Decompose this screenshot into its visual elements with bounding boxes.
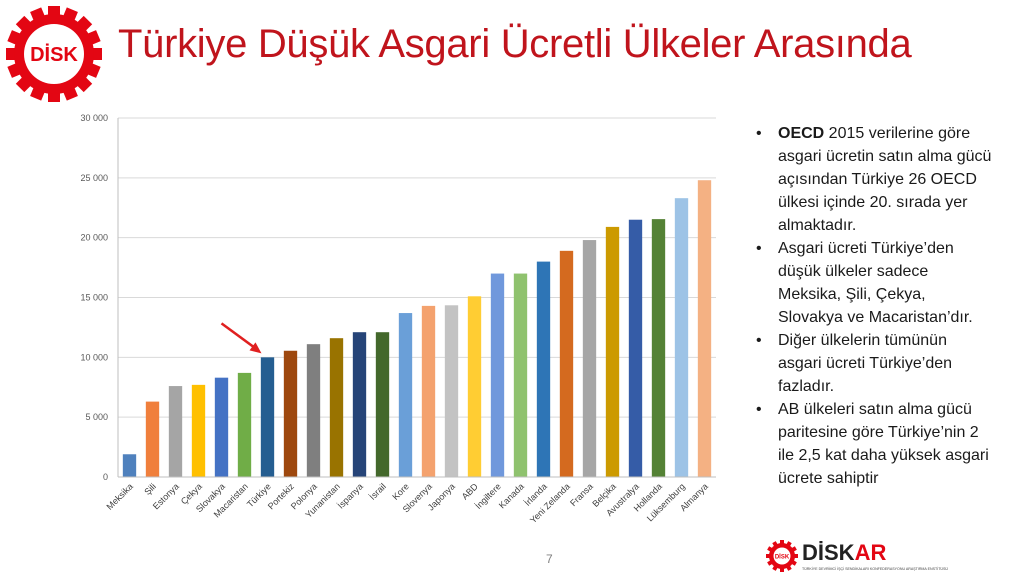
small-gear-tooth [766,554,771,558]
x-axis-tick-labels: Meksika ŞiliEstonyaÇekyaSlovakyaMacarista… [104,481,709,525]
y-tick-label: 20 000 [80,233,108,243]
bar [674,198,689,477]
bullet-bold-text: OECD [778,125,825,142]
bar-chart: 0 5 000 10 000 15 000 20 000 25 000 30 000 Mek… [80,113,716,525]
bar [605,226,620,477]
bullet-item: Asgari ücreti Türkiye’den düşük ülkeler … [754,237,994,329]
small-gear-tooth [780,540,784,545]
small-gear-tooth [772,564,779,571]
x-tick-label: Şili [142,481,158,497]
bar [283,350,298,477]
slide-title: Türkiye Düşük Asgari Ücretli Ülkeler Ara… [118,22,912,66]
bullet-text: Diğer ülkelerin tümünün asgari ücreti Tü… [778,332,953,395]
bar [536,261,551,477]
bar [559,250,574,477]
bullet-item: OECD 2015 verilerine göre asgari ücretin… [754,122,994,237]
disk-logo: DİSK [6,6,102,102]
diskar-logo: DİSK DİSKAR TÜRKİYE DEVRİMCİ İŞÇİ SENDİK… [766,540,948,572]
arrow-head [249,342,262,354]
small-gear-tooth [785,564,792,571]
y-tick-label: 0 [103,472,108,482]
bar [421,305,436,477]
bullet-list: OECD 2015 verilerine göre asgari ücretin… [754,122,994,490]
diskar-text-red: AR [855,540,887,565]
x-tick-label: ABD [460,481,481,502]
small-gear-tooth [767,546,774,553]
y-tick-label: 15 000 [80,293,108,303]
bar [191,384,206,477]
gridlines [117,117,716,478]
small-gear-tooth [790,559,797,566]
bullet-text: 2015 verilerine göre asgari ücretin satı… [778,125,992,234]
bar [214,377,229,477]
bar [306,344,321,477]
diskar-subtitle: TÜRKİYE DEVRİMCİ İŞÇİ SENDİKALARI KONFED… [802,566,948,571]
bar [444,305,459,477]
small-gear-tooth [767,559,774,566]
diskar-text-dark: DİSK [802,540,855,565]
bullet-text: Asgari ücreti Türkiye’den düşük ülkeler … [778,240,973,326]
small-gear-tooth [785,541,792,548]
bars [118,180,716,478]
y-tick-label: 25 000 [80,173,108,183]
bar [697,180,712,477]
y-tick-label: 5 000 [85,412,108,422]
small-gear-text: DİSK [775,554,790,561]
x-tick-label: Fransa [568,481,595,508]
y-tick-label: 10 000 [80,352,108,362]
y-axis-tick-labels: 0 5 000 10 000 15 000 20 000 25 000 30 000 [80,113,108,482]
arrow-shaft [220,322,257,350]
logo-text: DİSK [30,43,78,66]
bar [260,357,275,477]
bar [628,219,643,477]
x-tick-label: İngiltere [473,481,503,511]
small-gear-tooth [780,567,784,572]
bar [467,296,482,477]
bar [168,386,183,477]
x-tick-label: Kanada [497,481,526,510]
bullet-item: Diğer ülkelerin tümünün asgari ücreti Tü… [754,329,994,398]
bar [122,454,137,477]
small-gear-icon: DİSK [766,540,798,572]
small-gear-tooth [790,546,797,553]
x-tick-label: İspanya [336,481,365,510]
page-number: 7 [546,552,553,566]
x-tick-label: Kore [390,481,411,502]
bullet-text: AB ülkeleri satın alma gücü paritesine g… [778,401,989,487]
y-tick-label: 30 000 [80,113,108,123]
small-gear-tooth [772,541,779,548]
small-gear-tooth [793,554,798,558]
bar [237,372,252,477]
bar [375,332,390,477]
diskar-text: DİSKAR [802,540,886,565]
bar [145,401,160,477]
bar [582,240,597,477]
bar [329,338,344,477]
gear-center [24,24,84,84]
annotation-arrow [220,322,262,354]
bar [398,313,413,477]
x-tick-label: Meksika [104,481,134,511]
small-gear-center [773,547,791,565]
bar [513,273,528,477]
bar [651,219,666,477]
bar [352,332,367,477]
bar [490,273,505,477]
bullet-item: AB ülkeleri satın alma gücü paritesine g… [754,398,994,490]
x-tick-label: İsrail [367,481,388,502]
